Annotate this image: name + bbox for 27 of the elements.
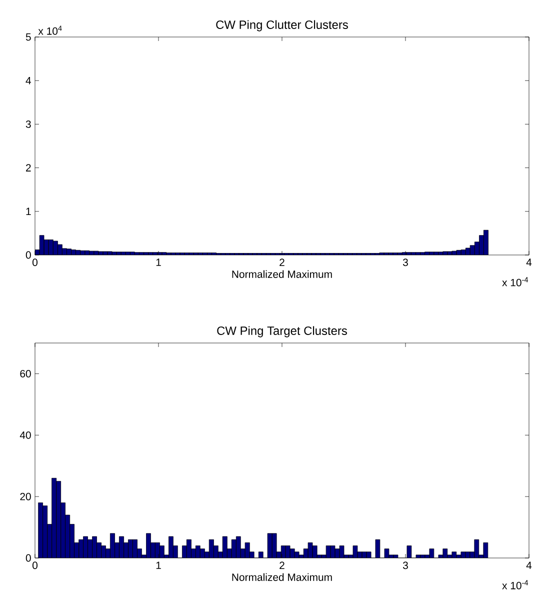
x-tick-label: 0 bbox=[32, 562, 38, 570]
chart-title: CW Ping Clutter Clusters bbox=[216, 20, 348, 32]
text: x 10$^{-4}$ bbox=[502, 580, 528, 590]
y-tick-label: 5 bbox=[26, 33, 31, 41]
y-tick-label: 40 bbox=[20, 431, 31, 439]
x-axis-title: Normalized Maximum bbox=[232, 573, 332, 581]
y-tick-label: 1 bbox=[26, 208, 31, 215]
x-axis-title: Normalized Maximum bbox=[232, 270, 332, 278]
x-tick-label: 3 bbox=[402, 562, 408, 570]
y-tick-label: 0 bbox=[26, 251, 31, 259]
y-tick-label: 0 bbox=[26, 554, 31, 562]
x-tick-label: 0 bbox=[32, 258, 38, 266]
y-tick-label: 4 bbox=[26, 77, 31, 84]
x-tick-label: 4 bbox=[526, 562, 532, 569]
chart-title: CW Ping Target Clusters bbox=[217, 326, 347, 338]
y-tick-label: 2 bbox=[26, 164, 31, 172]
x-tick-label: 1 bbox=[156, 258, 161, 266]
x-tick-label: 4 bbox=[526, 258, 532, 266]
y-tick-label: 20 bbox=[20, 492, 31, 500]
x-tick-label: 2 bbox=[280, 258, 284, 266]
text: x 10$^{-4}$ bbox=[502, 277, 528, 286]
y-tick-label: 60 bbox=[20, 370, 31, 378]
x-tick-label: 3 bbox=[402, 258, 408, 266]
x-tick-label: 1 bbox=[156, 562, 161, 569]
x-tick-label: 2 bbox=[280, 562, 284, 569]
y-tick-label: 3 bbox=[26, 120, 31, 128]
text: x 10$^{4}$ bbox=[38, 26, 62, 35]
